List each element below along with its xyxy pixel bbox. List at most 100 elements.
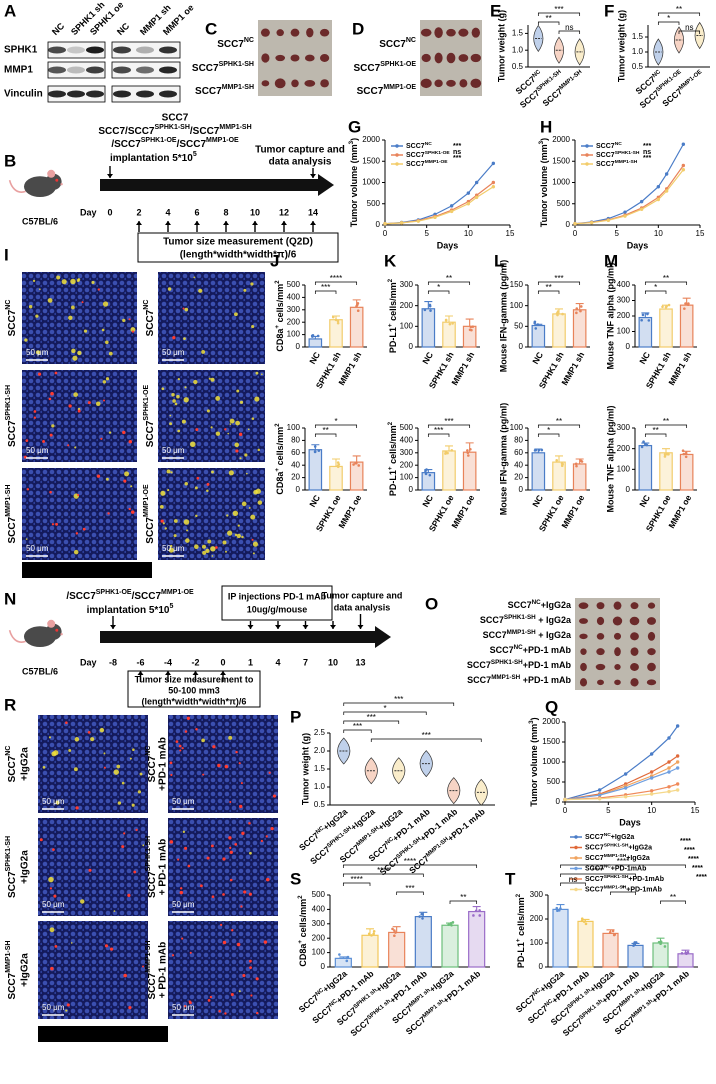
significance: *	[334, 417, 337, 426]
text-part: SCC7	[195, 86, 222, 97]
superscript: SPHK1-OE	[380, 61, 416, 68]
pd-l1-signal	[186, 529, 189, 532]
cd8a-signal	[181, 937, 184, 940]
pd-l1-signal	[257, 500, 263, 505]
superscript: +	[297, 940, 304, 944]
pd-l1-signal	[161, 387, 165, 391]
sample-label: SCC7MMP1-SH	[5, 941, 17, 1000]
pd-l1-signal	[108, 431, 112, 434]
cd8a-signal	[87, 731, 91, 734]
pd-l1-signal	[251, 417, 255, 420]
superscript: MMP1-OE	[383, 84, 416, 91]
data-dot	[421, 917, 424, 920]
pd-l1-signal	[137, 790, 142, 794]
point	[639, 199, 644, 204]
error-bar	[445, 445, 453, 451]
category-label: NC	[420, 350, 435, 366]
superscript: NC	[425, 141, 433, 147]
day: 6	[194, 207, 199, 217]
error-bar	[352, 455, 361, 463]
data-dot	[466, 451, 470, 455]
significance: **	[670, 893, 676, 902]
pd-l1-signal	[42, 766, 46, 769]
bar	[308, 338, 323, 348]
cd8a-signal	[215, 546, 218, 549]
band	[48, 46, 66, 54]
text-part: +PD-1mAb	[626, 886, 662, 893]
pd-l1-signal	[168, 547, 174, 553]
x-tick-label: 15	[696, 229, 705, 238]
legend-label: SCC7SPHK1-SH+IgG2a	[585, 842, 652, 851]
data-dot	[611, 929, 615, 933]
y-tick-label: 20	[291, 473, 300, 482]
cd8a-signal	[160, 519, 164, 523]
y-tick-label: 100	[400, 473, 414, 482]
sample-label: + PD-1 mAb	[158, 839, 169, 895]
cd8a-signal	[231, 929, 234, 932]
text-part: SCC7	[147, 972, 158, 999]
point	[563, 797, 567, 802]
superscript: SPHK1-SH	[5, 836, 12, 871]
y-tick-label: 200	[617, 311, 631, 320]
cd8a-signal	[260, 839, 264, 843]
y-tick-label: 400	[617, 280, 631, 289]
panel-letter: H	[540, 117, 552, 136]
micrograph	[38, 715, 148, 813]
panel-letter: J	[270, 251, 279, 270]
superscript: NC	[314, 987, 325, 998]
y-axis-label: Mouse IFN-gamma (pg/ml)	[498, 403, 508, 516]
significance: ****	[404, 857, 416, 866]
pd-l1-signal	[254, 396, 260, 402]
pd-l1-signal	[210, 426, 213, 429]
cd8a-signal	[77, 409, 81, 413]
bar	[552, 908, 569, 968]
sig-bracket	[560, 882, 586, 886]
superscript: +	[387, 323, 394, 327]
pd-l1-signal	[194, 486, 198, 490]
bar	[572, 463, 587, 491]
significance: **	[556, 417, 562, 426]
cd8a-signal	[170, 773, 173, 777]
y-axis-label: Mouse IFN-gamma (pg/ml)	[498, 260, 508, 373]
cd8a-signal	[75, 532, 79, 535]
tumor	[578, 602, 589, 609]
category-label: NC	[637, 493, 652, 509]
text-part: /SCC7	[177, 139, 207, 150]
legend-marker	[574, 835, 578, 839]
y-axis-label: PD-L1+ cells/mm2	[515, 893, 526, 968]
data-dot	[451, 322, 454, 325]
pd-l1-signal	[167, 287, 172, 291]
data-dot	[640, 318, 643, 322]
day: 1	[248, 657, 253, 667]
y-tick-label: 500	[312, 890, 326, 899]
capture: data analysis	[269, 157, 332, 168]
point	[623, 214, 627, 218]
y-tick-label: 200	[287, 317, 301, 326]
pointer-head	[107, 174, 113, 178]
superscript: +	[274, 325, 281, 329]
bar	[442, 450, 456, 491]
cd8a-signal	[202, 773, 205, 776]
day: 13	[355, 657, 365, 667]
bar	[462, 451, 477, 491]
text-part: Tumor volume (mm	[529, 724, 539, 807]
cd8a-signal	[222, 893, 225, 896]
text-part: SCC7	[7, 755, 18, 782]
y-tick-label: 0	[409, 485, 414, 494]
cd8a-signal	[81, 301, 84, 304]
pd-l1-signal	[55, 800, 60, 805]
bar	[442, 321, 456, 348]
data-dot	[471, 325, 475, 328]
y-axis-label: Tumor weight (g)	[496, 10, 506, 82]
data-dot	[659, 940, 663, 943]
y-tick-label: 200	[617, 444, 631, 453]
mouse-strain: C57BL/6	[22, 216, 58, 226]
pd-l1-signal	[105, 477, 109, 481]
cd8a-signal	[128, 439, 133, 444]
data-dot	[336, 321, 340, 325]
significance: ns	[565, 23, 573, 32]
data-dot	[357, 464, 361, 467]
text-part: SCC7	[467, 660, 491, 670]
point	[597, 788, 602, 792]
legend-label: CD8a	[111, 565, 137, 576]
